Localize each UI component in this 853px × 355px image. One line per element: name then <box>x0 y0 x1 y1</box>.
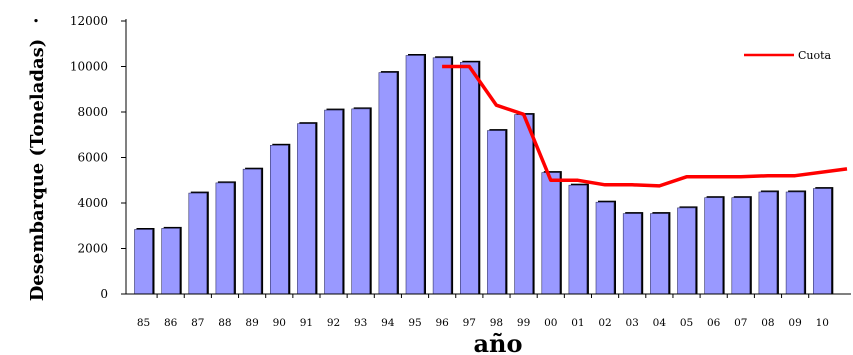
stray-mark: . <box>33 6 39 27</box>
bar-fill <box>758 191 778 295</box>
x-tick-label: 92 <box>327 317 340 329</box>
x-tick-label: 93 <box>354 317 367 329</box>
y-tick-label: 2000 <box>77 242 108 256</box>
bar-fill <box>188 192 208 295</box>
bar-fill <box>812 188 832 295</box>
bar-fill <box>134 229 153 295</box>
x-tick-label: 08 <box>761 317 774 329</box>
quota-line-layer <box>442 64 848 188</box>
x-tick-label: 86 <box>164 317 178 329</box>
bar-88 <box>215 181 236 295</box>
bar-01 <box>568 183 589 295</box>
bar-fill <box>215 182 235 295</box>
bar-fill <box>731 197 751 295</box>
x-tick-label: 88 <box>218 317 231 329</box>
x-tick-label: 97 <box>463 317 476 329</box>
bar-04 <box>650 212 671 295</box>
bar-97 <box>459 60 481 295</box>
y-tick-label: 12000 <box>70 14 108 28</box>
bar-fill <box>677 207 696 295</box>
x-tick-label: 07 <box>734 317 747 329</box>
bar-08 <box>758 190 779 295</box>
x-tick-label: 96 <box>435 317 449 329</box>
bar-06 <box>704 196 725 295</box>
y-tick-label: 6000 <box>77 151 108 165</box>
x-tick-labels: 85 86 87 88 89 90 91 92 93 94 95 96 97 98 99 00 01 02 03 04… <box>137 294 829 329</box>
bar-fill <box>459 61 479 295</box>
x-axis-label: año <box>473 329 522 355</box>
bar-fill <box>650 213 669 295</box>
bar-fill <box>487 130 506 295</box>
y-tick-labels: 0 2000 4000 6000 8000 10000 12000 <box>70 14 126 301</box>
bar-fill <box>568 184 588 295</box>
bar-89 <box>242 167 264 295</box>
bar-fill <box>704 197 723 295</box>
bar-fill <box>161 228 180 295</box>
bar-fill <box>595 201 615 295</box>
bar-85 <box>134 228 155 295</box>
legend: Cuota <box>744 49 832 62</box>
y-tick-label: 10000 <box>70 60 108 74</box>
bar-fill <box>514 114 533 295</box>
bar-fill <box>269 145 289 295</box>
bar-94 <box>378 71 399 295</box>
x-tick-label: 10 <box>816 317 829 329</box>
x-tick-label: 91 <box>300 317 313 329</box>
bar-00 <box>541 171 562 295</box>
legend-label-cuota: Cuota <box>798 49 832 62</box>
bar-96 <box>432 56 454 295</box>
bar-92 <box>324 108 345 295</box>
bar-03 <box>622 212 644 295</box>
y-tick-label: 0 <box>100 287 108 301</box>
bar-07 <box>731 196 752 295</box>
bar-fill <box>351 108 371 295</box>
x-tick-label: 00 <box>544 317 557 329</box>
bars <box>134 54 834 295</box>
x-tick-label: 09 <box>788 317 801 329</box>
bar-fill <box>785 191 805 295</box>
bar-fill <box>432 57 452 295</box>
y-axis-label: Desembarque (Toneladas) <box>27 39 48 302</box>
x-tick-label: 94 <box>381 317 395 329</box>
bar-98 <box>487 129 508 295</box>
x-tick-label: 89 <box>245 317 258 329</box>
x-tick-label: 04 <box>653 317 667 329</box>
bar-95 <box>405 54 426 295</box>
bar-02 <box>595 200 616 295</box>
bar-90 <box>269 143 291 295</box>
x-tick-label: 99 <box>517 317 530 329</box>
bar-09 <box>785 190 807 295</box>
bar-87 <box>188 191 209 295</box>
bar-fill <box>378 72 398 295</box>
x-tick-label: 05 <box>680 317 693 329</box>
bar-05 <box>677 206 698 295</box>
x-tick-label: 02 <box>598 317 611 329</box>
bar-fill <box>242 168 262 295</box>
bar-93 <box>351 107 372 295</box>
x-tick-label: 01 <box>571 317 584 329</box>
bar-fill <box>297 123 316 295</box>
x-tick-label: 90 <box>273 317 286 329</box>
x-tick-label: 03 <box>626 317 639 329</box>
bar-fill <box>541 172 561 295</box>
bar-91 <box>297 122 318 295</box>
bar-fill <box>622 213 642 295</box>
cuota-line <box>442 64 848 188</box>
x-tick-label: 95 <box>408 317 421 329</box>
x-tick-label: 85 <box>137 317 150 329</box>
y-tick-label: 8000 <box>77 105 108 119</box>
y-tick-label: 4000 <box>77 196 108 210</box>
x-tick-label: 98 <box>490 317 503 329</box>
bar-10 <box>812 187 834 295</box>
x-tick-label: 06 <box>707 317 721 329</box>
bar-fill <box>405 55 425 295</box>
x-tick-label: 87 <box>191 317 204 329</box>
bar-fill <box>324 109 343 295</box>
bar-99 <box>514 113 535 295</box>
bar-86 <box>161 226 182 295</box>
